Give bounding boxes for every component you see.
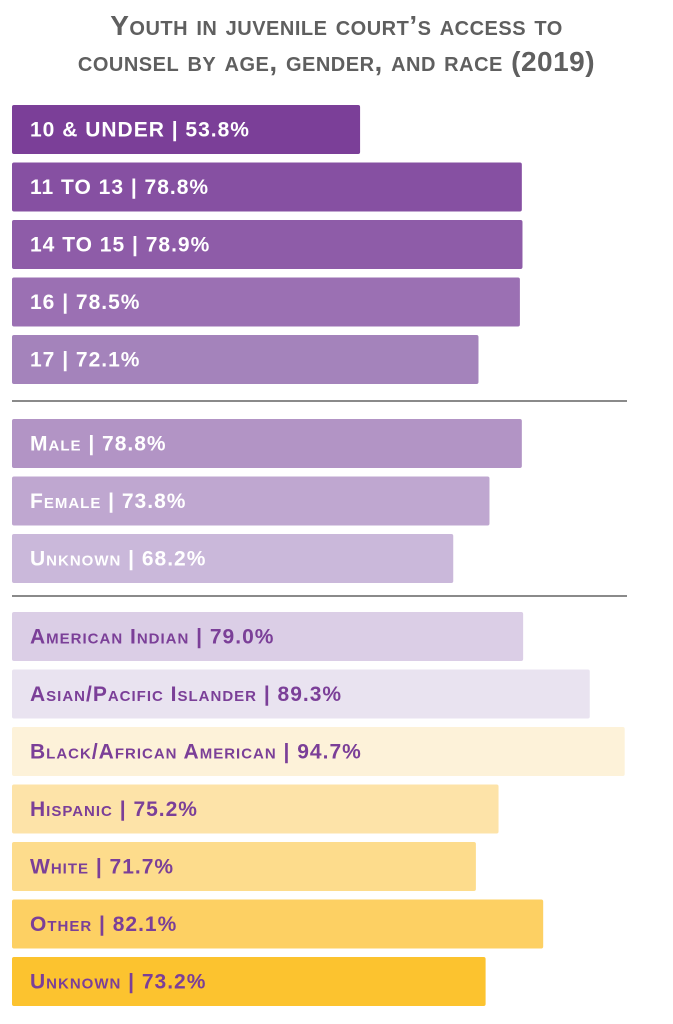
bar-label-male: Male | 78.8% xyxy=(30,433,167,456)
bar-label-other: Other | 82.1% xyxy=(30,913,177,936)
bar-male xyxy=(12,419,522,468)
bar-16 xyxy=(12,277,520,327)
bar-group-american-indian: American Indian | 79.0% xyxy=(12,612,524,661)
bar-11-to-13 xyxy=(12,162,522,212)
bar-label-hispanic: Hispanic | 75.2% xyxy=(30,798,198,821)
bar-unknown xyxy=(12,957,486,1006)
bar-other xyxy=(12,899,544,949)
bar-group-unknown: Unknown | 68.2% xyxy=(12,534,454,583)
chart-title: Youth in juvenile court’s access to coun… xyxy=(0,8,673,80)
bar-label-16: 16 | 78.5% xyxy=(30,291,140,314)
bar-label-american-indian: American Indian | 79.0% xyxy=(30,626,274,649)
bar-label-unknown: Unknown | 73.2% xyxy=(30,971,206,994)
bar-14-to-15 xyxy=(12,220,523,269)
bar-label-white: White | 71.7% xyxy=(30,856,174,879)
bar-group-other: Other | 82.1% xyxy=(12,899,544,949)
bar-group-10-under: 10 & UNDER | 53.8% xyxy=(12,105,361,154)
bar-group-16: 16 | 78.5% xyxy=(12,277,520,327)
bar-american-indian xyxy=(12,612,524,661)
bar-label-asian-pacific-islander: Asian/Pacific Islander | 89.3% xyxy=(30,683,342,706)
bar-10-under xyxy=(12,105,361,154)
chart-title-line-1: Youth in juvenile court’s access to xyxy=(110,10,563,41)
bar-label-11-to-13: 11 TO 13 | 78.8% xyxy=(30,176,209,199)
bar-hispanic xyxy=(12,784,499,834)
bar-group-hispanic: Hispanic | 75.2% xyxy=(12,784,499,834)
bar-asian-pacific-islander xyxy=(12,669,590,719)
bar-group-asian-pacific-islander: Asian/Pacific Islander | 89.3% xyxy=(12,669,590,719)
chart-title-line-2: counsel by age, gender, and race (2019) xyxy=(77,46,596,77)
bar-group-unknown: Unknown | 73.2% xyxy=(12,957,486,1006)
bar-17 xyxy=(12,335,479,384)
bar-group-male: Male | 78.8% xyxy=(12,419,522,468)
bar-group-11-to-13: 11 TO 13 | 78.8% xyxy=(12,162,522,212)
bar-label-black-african-american: Black/African American | 94.7% xyxy=(30,741,362,764)
bar-label-10-under: 10 & UNDER | 53.8% xyxy=(30,119,250,142)
bar-label-17: 17 | 72.1% xyxy=(30,349,140,372)
bar-black-african-american xyxy=(12,727,625,776)
bar-female xyxy=(12,476,490,526)
bar-group-black-african-american: Black/African American | 94.7% xyxy=(12,727,625,776)
bar-group-female: Female | 73.8% xyxy=(12,476,490,526)
bar-label-female: Female | 73.8% xyxy=(30,490,186,513)
bar-white xyxy=(12,842,476,891)
bar-group-17: 17 | 72.1% xyxy=(12,335,479,384)
bar-group-14-to-15: 14 TO 15 | 78.9% xyxy=(12,220,523,269)
bar-label-unknown: Unknown | 68.2% xyxy=(30,548,206,571)
bar-unknown xyxy=(12,534,454,583)
bar-label-14-to-15: 14 TO 15 | 78.9% xyxy=(30,234,210,257)
bar-group-white: White | 71.7% xyxy=(12,842,476,891)
